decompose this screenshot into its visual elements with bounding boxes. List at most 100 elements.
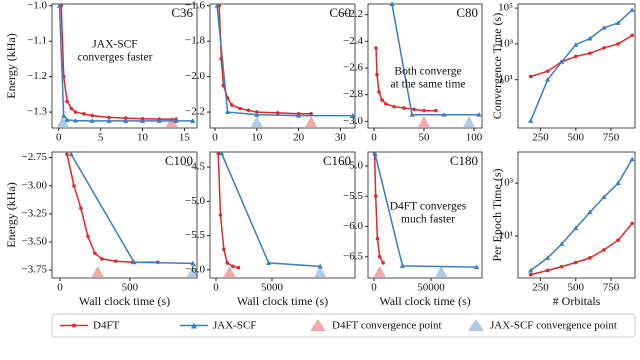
legend-swatch [468, 319, 484, 331]
legend-label: JAX-SCF [213, 320, 256, 332]
point [377, 254, 382, 259]
point [629, 7, 635, 12]
point [559, 241, 565, 247]
point [381, 261, 385, 265]
point [545, 268, 550, 273]
point [238, 106, 242, 111]
point [89, 118, 95, 123]
plot-frame [367, 3, 483, 129]
point [72, 117, 79, 123]
point [65, 152, 69, 157]
y-tick-label: −6.5 [343, 250, 363, 262]
convergence-point [314, 266, 327, 277]
point [214, 3, 220, 8]
point [384, 102, 388, 106]
point [56, 3, 63, 8]
point [588, 51, 592, 56]
x-tick-label: 750 [603, 282, 620, 294]
x-tick-label: 750 [603, 132, 620, 144]
point [229, 103, 234, 107]
y-tick-label: −2.75 [22, 151, 48, 163]
y-tick-label: −3.25 [22, 207, 48, 219]
convergence-point [463, 116, 475, 127]
legend-swatch [310, 319, 326, 331]
point [588, 256, 592, 260]
x-tick-label: 500 [568, 282, 585, 294]
point [422, 108, 426, 113]
point [441, 112, 447, 117]
series-line [220, 153, 321, 268]
point [601, 25, 607, 30]
convergence-point [418, 116, 430, 127]
annotation: JAX-SCF [92, 39, 137, 51]
point [216, 151, 221, 156]
x-tick-label: 10 [251, 132, 263, 144]
y-tick-label: −5.0 [343, 159, 363, 171]
point [573, 225, 579, 231]
point [528, 267, 534, 273]
x-tick-label: 0 [56, 132, 62, 144]
plot-frame [51, 3, 198, 129]
y-tick-label: −3.00 [22, 179, 48, 191]
x-tick-label: 500 [122, 282, 139, 294]
point [375, 72, 379, 77]
point [106, 118, 112, 123]
series-line [530, 34, 633, 78]
point [559, 59, 565, 64]
point [219, 150, 225, 156]
y-tick-label: −2.2 [343, 8, 363, 20]
point [476, 112, 482, 117]
point [615, 20, 621, 25]
series-line [216, 5, 353, 117]
point [86, 234, 90, 239]
point [225, 261, 230, 265]
x-tick-label: 5000 [261, 282, 284, 294]
annotation: converges faster [78, 52, 153, 64]
point [65, 99, 69, 104]
plot-frame [209, 3, 356, 129]
y-tick-label: −1.8 [185, 35, 205, 47]
legend-label: D4FT [93, 320, 120, 332]
convergence-point [373, 266, 386, 277]
point [545, 77, 551, 82]
point [377, 90, 381, 94]
point [374, 46, 378, 50]
point [131, 259, 137, 265]
point [73, 110, 78, 114]
y-tick-label: −2.6 [343, 62, 363, 74]
point [231, 264, 235, 269]
point [602, 248, 606, 252]
point [222, 247, 226, 252]
x-tick-label: 15 [179, 132, 191, 144]
point [254, 112, 260, 117]
x-tick-label: 0 [57, 282, 63, 294]
convergence-point [250, 116, 263, 127]
y-tick-label: 10³ [499, 177, 514, 189]
x-tick-label: 0 [212, 132, 218, 144]
point [156, 118, 162, 123]
y-axis-label: Energy (kHa) [4, 182, 18, 247]
series-line [375, 47, 436, 112]
series-line [530, 158, 633, 272]
y-tick-label: −5.5 [343, 190, 363, 202]
point [275, 111, 280, 115]
y-tick-label: −2.2 [185, 106, 205, 118]
x-tick-label: 10 [137, 132, 149, 144]
point [587, 209, 593, 215]
panel-title: C100 [165, 153, 193, 168]
point [615, 180, 621, 186]
convergence-point [186, 266, 199, 277]
point [616, 238, 620, 242]
plot-frame [209, 151, 356, 279]
x-tick-label: 0 [371, 282, 377, 294]
point [375, 236, 380, 241]
point [72, 183, 76, 188]
point [545, 255, 551, 260]
y-axis-label: Convergence Time (s) [490, 13, 504, 119]
point [373, 194, 378, 199]
panel-title: C36 [171, 5, 193, 20]
point [559, 264, 564, 269]
x-tick-label: 5 [98, 132, 104, 144]
y-tick-label: −2.0 [185, 70, 205, 82]
